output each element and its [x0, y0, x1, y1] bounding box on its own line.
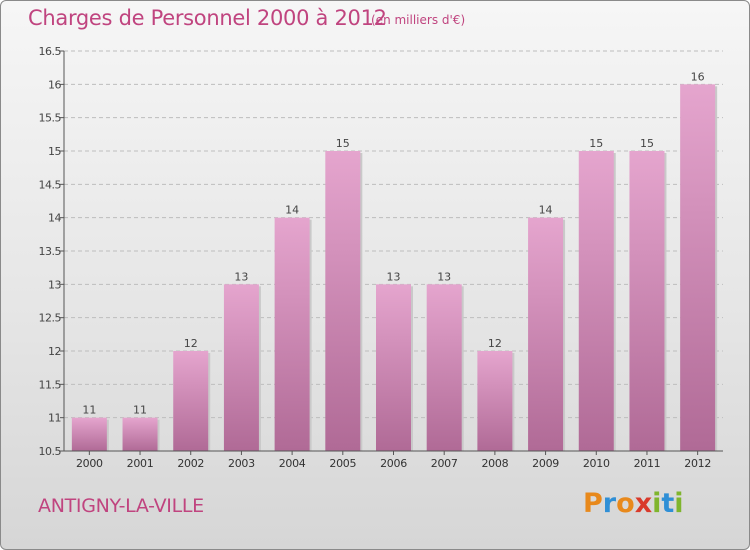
logo-letter: P: [583, 488, 603, 519]
bar: [426, 284, 462, 451]
y-tick-label: 12: [48, 345, 61, 358]
bar: [528, 217, 564, 451]
bar: [680, 84, 716, 451]
bar-value-label: 14: [539, 204, 553, 217]
logo-letter: x: [634, 488, 653, 519]
y-tick-label: 15: [48, 145, 61, 158]
bar-value-label: 15: [640, 137, 654, 150]
logo-letter: r: [602, 488, 617, 519]
bar: [325, 151, 361, 451]
bar-value-label: 13: [234, 270, 248, 283]
logo-letter: i: [652, 488, 662, 519]
bar-value-label: 15: [589, 137, 603, 150]
logo-letter: i: [674, 488, 684, 519]
x-tick-label: 2012: [684, 457, 711, 470]
y-tick-label: 16: [48, 78, 61, 91]
x-tick-label: 2003: [228, 457, 255, 470]
bar: [223, 284, 259, 451]
chart-subtitle: (en milliers d'€): [371, 13, 466, 27]
bar: [122, 417, 158, 451]
place-name: ANTIGNY-LA-VILLE: [38, 495, 204, 517]
y-tick-label: 14: [48, 212, 61, 225]
x-tick-label: 2009: [532, 457, 559, 470]
y-tick-label: 14.5: [39, 178, 62, 191]
bar-value-label: 13: [387, 270, 401, 283]
y-tick-label: 11: [48, 412, 61, 425]
x-tick-label: 2008: [481, 457, 508, 470]
bar-value-label: 16: [691, 70, 705, 83]
logo-letter: o: [616, 488, 635, 519]
bar: [71, 417, 107, 451]
bar-value-label: 13: [437, 270, 451, 283]
bar: [376, 284, 411, 451]
y-tick-label: 16.5: [39, 45, 62, 58]
bar: [578, 151, 614, 451]
x-tick-label: 2000: [76, 457, 103, 470]
y-tick-label: 13: [48, 278, 61, 291]
x-tick-label: 2006: [380, 457, 407, 470]
x-tick-label: 2007: [431, 457, 458, 470]
bar-value-label: 12: [488, 337, 502, 350]
bar-value-label: 15: [336, 137, 350, 150]
y-tick-label: 13.5: [39, 245, 62, 258]
proxiti-logo: Proxiti: [583, 488, 684, 519]
x-tick-label: 2002: [177, 457, 204, 470]
bar: [629, 151, 665, 451]
y-tick-label: 11.5: [39, 378, 62, 391]
bar-value-label: 11: [82, 404, 96, 417]
x-tick-label: 2005: [329, 457, 356, 470]
bar: [477, 351, 513, 451]
bar-value-label: 12: [184, 337, 198, 350]
x-tick-label: 2010: [583, 457, 610, 470]
y-tick-label: 15.5: [39, 112, 62, 125]
x-tick-label: 2011: [634, 457, 661, 470]
x-tick-label: 2001: [127, 457, 154, 470]
x-tick-label: 2004: [279, 457, 306, 470]
y-tick-label: 12.5: [39, 312, 62, 325]
bar-value-label: 14: [285, 204, 299, 217]
chart-title: Charges de Personnel 2000 à 2012: [28, 6, 387, 30]
bar: [173, 351, 209, 451]
bar-value-label: 11: [133, 404, 147, 417]
bar: [274, 217, 310, 451]
y-tick-label: 10.5: [39, 445, 62, 458]
logo-letter: t: [661, 488, 675, 519]
